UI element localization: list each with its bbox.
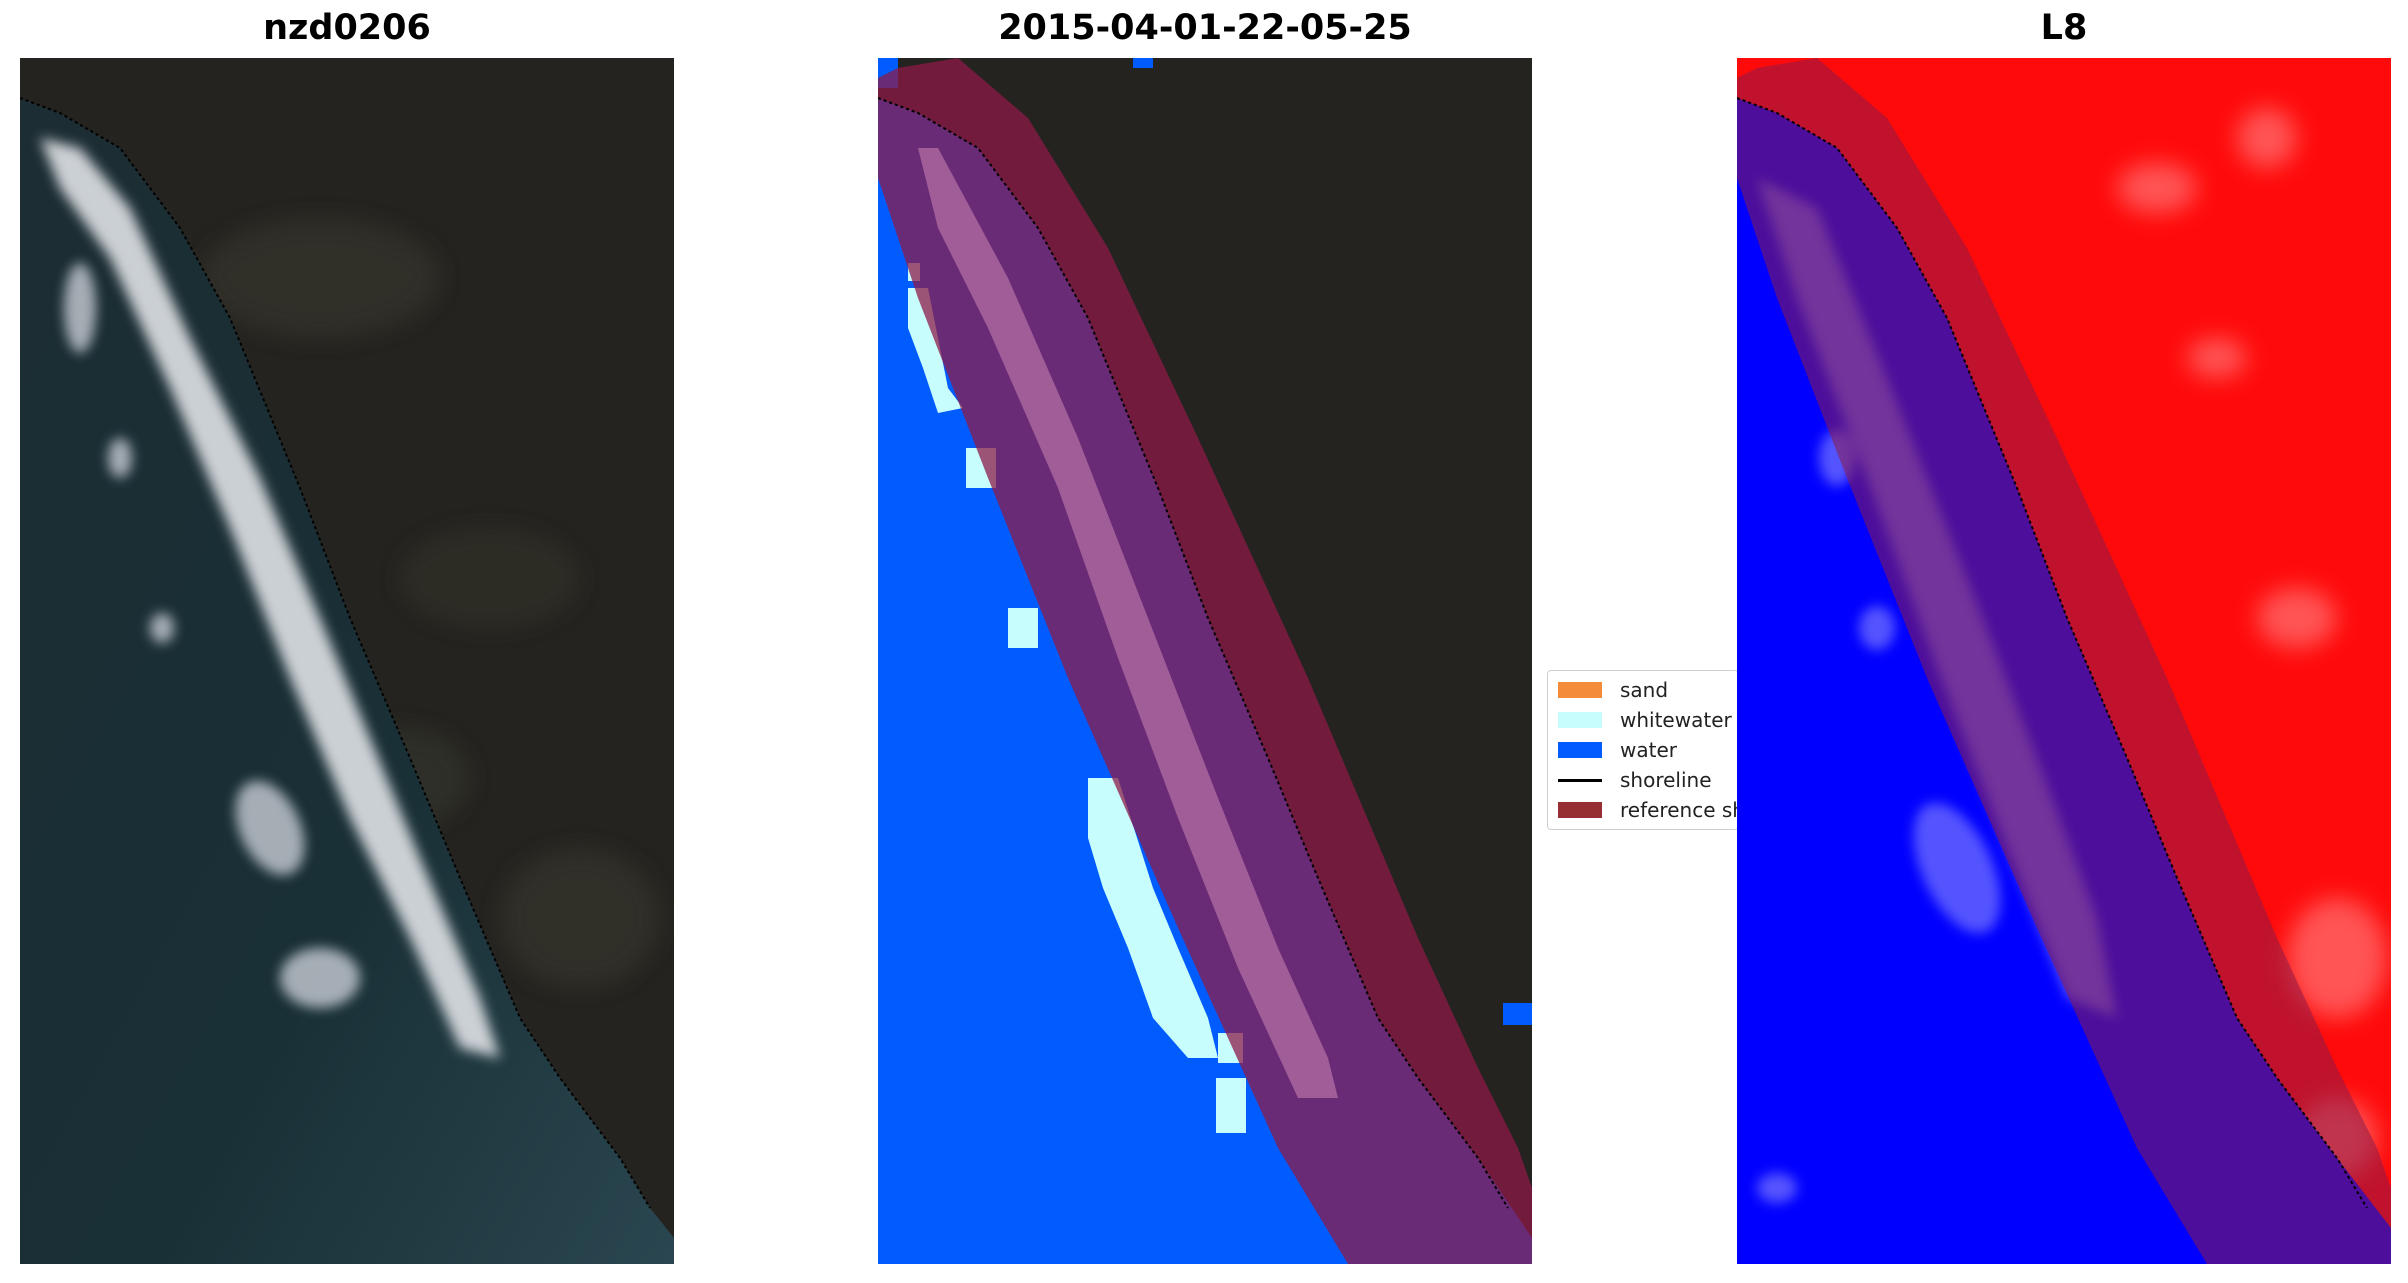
legend-label-sand: sand bbox=[1620, 678, 1669, 702]
legend-label-water: water bbox=[1620, 738, 1677, 762]
legend-item-shoreline: shoreline bbox=[1558, 767, 1712, 793]
legend-swatch-water bbox=[1558, 742, 1602, 758]
panel-title-rgb: nzd0206 bbox=[263, 8, 431, 48]
mndwi-image-panel bbox=[1737, 58, 2391, 1264]
legend-swatch-sand bbox=[1558, 682, 1602, 698]
legend-item-whitewater: whitewater bbox=[1558, 707, 1732, 733]
legend-item-sand: sand bbox=[1558, 677, 1668, 703]
legend-line-shoreline bbox=[1558, 778, 1602, 782]
legend-swatch-reference-buffer bbox=[1558, 802, 1602, 818]
panel-title-classified: 2015-04-01-22-05-25 bbox=[998, 8, 1412, 48]
classified-image bbox=[878, 58, 1532, 1264]
rgb-image bbox=[20, 58, 674, 1264]
legend: sand whitewater water shoreline referenc… bbox=[1547, 670, 1739, 830]
rgb-image-panel bbox=[20, 58, 674, 1264]
legend-label-shoreline: shoreline bbox=[1620, 768, 1712, 792]
legend-label-whitewater: whitewater bbox=[1620, 708, 1732, 732]
panel-title-mndwi: L8 bbox=[2040, 8, 2088, 48]
legend-item-reference-shoreline-buffer: reference shoreline buffer bbox=[1558, 797, 1738, 823]
legend-swatch-whitewater bbox=[1558, 712, 1602, 728]
classified-image-panel bbox=[878, 58, 1532, 1264]
legend-label-reference-buffer: reference shoreline buffer bbox=[1620, 798, 1738, 822]
mndwi-image bbox=[1737, 58, 2391, 1264]
legend-item-water: water bbox=[1558, 737, 1677, 763]
